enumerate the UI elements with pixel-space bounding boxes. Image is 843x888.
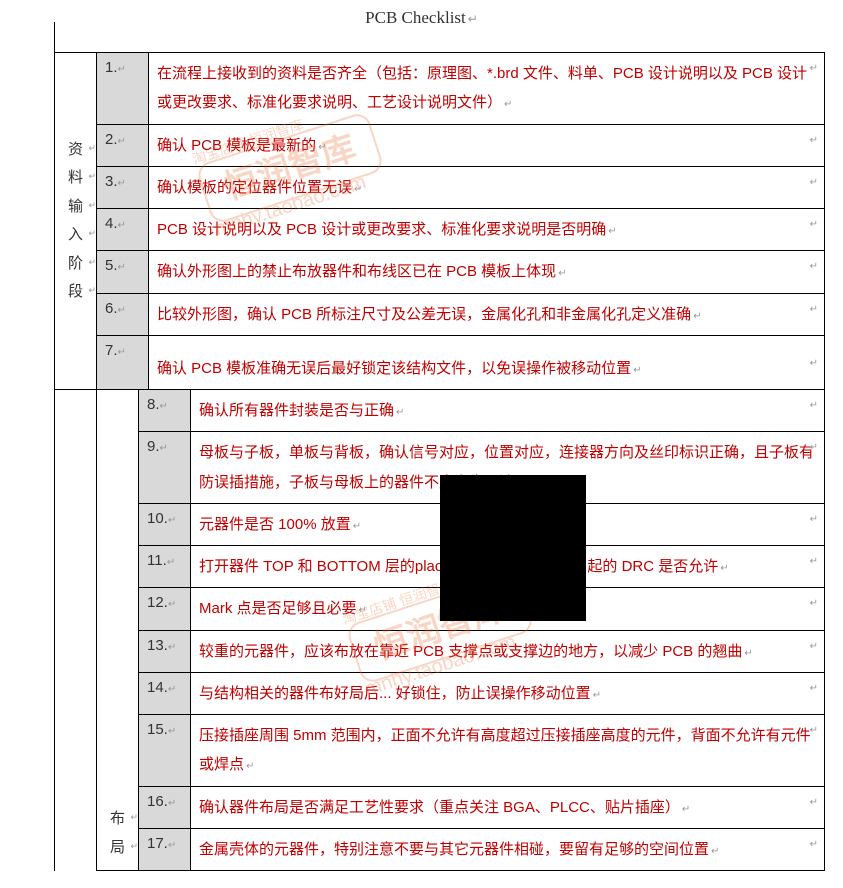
row-desc: 元器件是否 100% 放置↵↵	[191, 503, 825, 545]
row-desc: 母板与子板，单板与背板，确认信号对应，位置对应，连接器方向及丝印标识正确，且子板…	[191, 432, 825, 504]
table-row: 5.↵ 确认外形图上的禁止布放器件和布线区已在 PCB 模板上体现↵↵	[55, 251, 825, 293]
row-desc: 确认所有器件封装是否与正确↵↵	[191, 390, 825, 432]
row-desc: 确认模板的定位器件位置无误↵↵	[149, 166, 825, 208]
row-number: 6.↵	[97, 293, 149, 335]
row-desc: 较重的元器件，应该布放在靠近 PCB 支撑点或支撑边的地方，以减少 PCB 的翘…	[191, 630, 825, 672]
table-row: 14.↵ 与结构相关的器件布好局后... 好锁住，防止误操作移动位置↵↵	[55, 672, 825, 714]
row-desc: 压接插座周围 5mm 范围内，正面不允许有高度超过压接插座高度的元件，背面不允许…	[191, 715, 825, 787]
row-desc: Mark 点是否足够且必要↵↵	[191, 588, 825, 630]
table-row: 7.↵ 确认 PCB 模板准确无误后最好锁定该结构文件，以免误操作被移动位置↵↵	[55, 335, 825, 389]
row-number: 13.↵	[139, 630, 191, 672]
table-row: 10.↵ 元器件是否 100% 放置↵↵	[55, 503, 825, 545]
table-row: 6.↵ 比较外形图，确认 PCB 所标注尺寸及公差无误，金属化孔和非金属化孔定义…	[55, 293, 825, 335]
row-number: 10.↵	[139, 503, 191, 545]
stage-cell: 资 料 输 入 阶 段	[55, 53, 97, 390]
row-number: 8.↵	[139, 390, 191, 432]
table-row: 15.↵ 压接插座周围 5mm 范围内，正面不允许有高度超过压接插座高度的元件，…	[55, 715, 825, 787]
checklist-table: 资 料 输 入 阶 段 1.↵ 在流程上接收到的资料是否齐全（包括：原理图、*.…	[54, 52, 825, 390]
row-number: 16.↵	[139, 786, 191, 828]
row-desc: 比较外形图，确认 PCB 所标注尺寸及公差无误，金属化孔和非金属化孔定义准确↵↵	[149, 293, 825, 335]
row-desc: 金属壳体的元器件，特别注意不要与其它元器件相碰，要留有足够的空间位置↵↵	[191, 828, 825, 870]
row-number: 3.↵	[97, 166, 149, 208]
row-desc: PCB 设计说明以及 PCB 设计或更改要求、标准化要求说明是否明确↵↵	[149, 209, 825, 251]
row-number: 15.↵	[139, 715, 191, 787]
table-row: 2.↵ 确认 PCB 模板是最新的↵↵	[55, 124, 825, 166]
vertical-rule	[54, 22, 55, 52]
checklist-table-container: 资 料 输 入 阶 段 1.↵ 在流程上接收到的资料是否齐全（包括：原理图、*.…	[18, 52, 825, 871]
row-number: 11.↵	[139, 546, 191, 588]
stage-cell: 布 局	[97, 390, 139, 871]
checklist-table-2: 布 局 8.↵ 确认所有器件封装是否与正确↵↵ 9.↵ 母板与子板，单板与背板，…	[54, 389, 825, 871]
row-number: 9.↵	[139, 432, 191, 504]
stage-spacer-outer	[55, 390, 97, 871]
row-number: 2.↵	[97, 124, 149, 166]
table-row: 资 料 输 入 阶 段 1.↵ 在流程上接收到的资料是否齐全（包括：原理图、*.…	[55, 53, 825, 125]
table-row: 11.↵ 打开器件 TOP 和 BOTTOM 层的place-bound，查看重…	[55, 546, 825, 588]
table-row: 17.↵ 金属壳体的元器件，特别注意不要与其它元器件相碰，要留有足够的空间位置↵…	[55, 828, 825, 870]
table-row: 13.↵ 较重的元器件，应该布放在靠近 PCB 支撑点或支撑边的地方，以减少 P…	[55, 630, 825, 672]
table-row: 3.↵ 确认模板的定位器件位置无误↵↵	[55, 166, 825, 208]
table-row: 12.↵ Mark 点是否足够且必要↵↵	[55, 588, 825, 630]
row-desc: 在流程上接收到的资料是否齐全（包括：原理图、*.brd 文件、料单、PCB 设计…	[149, 53, 825, 125]
row-desc: 打开器件 TOP 和 BOTTOM 层的place-bound，查看重叠引起的 …	[191, 546, 825, 588]
row-number: 4.↵	[97, 209, 149, 251]
table-row: 4.↵ PCB 设计说明以及 PCB 设计或更改要求、标准化要求说明是否明确↵↵	[55, 209, 825, 251]
row-number: 7.↵	[97, 335, 149, 389]
row-number: 17.↵	[139, 828, 191, 870]
table-row: 布 局 8.↵ 确认所有器件封装是否与正确↵↵	[55, 390, 825, 432]
row-desc: 与结构相关的器件布好局后... 好锁住，防止误操作移动位置↵↵	[191, 672, 825, 714]
row-desc: 确认 PCB 模板是最新的↵↵	[149, 124, 825, 166]
row-number: 5.↵	[97, 251, 149, 293]
row-desc: 确认 PCB 模板准确无误后最好锁定该结构文件，以免误操作被移动位置↵↵	[149, 335, 825, 389]
row-desc: 确认外形图上的禁止布放器件和布线区已在 PCB 模板上体现↵↵	[149, 251, 825, 293]
table-row: 9.↵ 母板与子板，单板与背板，确认信号对应，位置对应，连接器方向及丝印标识正确…	[55, 432, 825, 504]
row-number: 14.↵	[139, 672, 191, 714]
row-desc: 确认器件布局是否满足工艺性要求（重点关注 BGA、PLCC、贴片插座）↵↵	[191, 786, 825, 828]
row-number: 12.↵	[139, 588, 191, 630]
table-row: 16.↵ 确认器件布局是否满足工艺性要求（重点关注 BGA、PLCC、贴片插座）…	[55, 786, 825, 828]
row-number: 1.↵	[97, 53, 149, 125]
page-title: PCB Checklist	[0, 0, 843, 42]
